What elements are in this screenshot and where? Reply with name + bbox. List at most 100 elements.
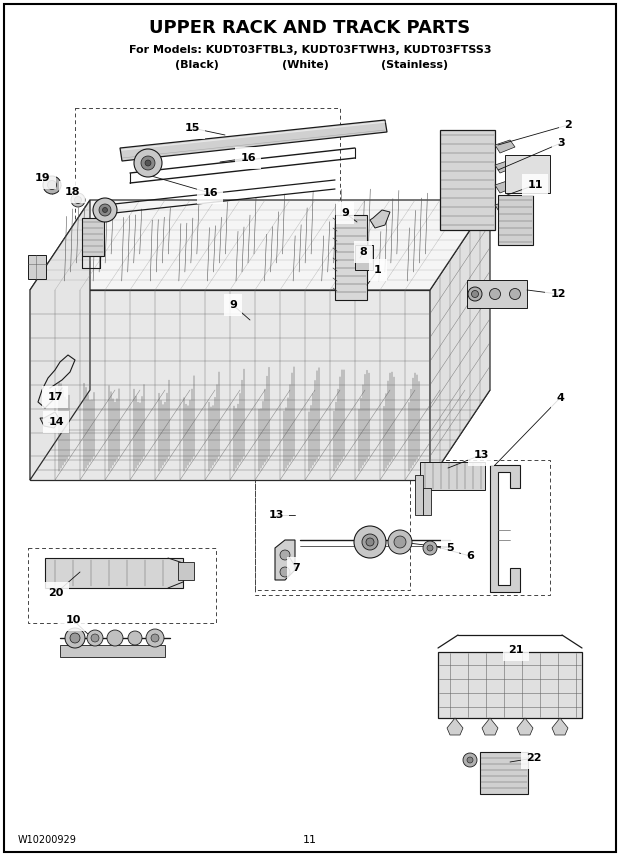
- Text: 18: 18: [64, 187, 80, 197]
- Circle shape: [43, 176, 61, 194]
- Polygon shape: [495, 180, 515, 193]
- Circle shape: [394, 536, 406, 548]
- Text: 5: 5: [446, 543, 454, 553]
- Polygon shape: [447, 718, 463, 735]
- Circle shape: [146, 629, 164, 647]
- Text: 15: 15: [184, 123, 200, 133]
- Text: 12: 12: [551, 289, 565, 299]
- Circle shape: [74, 197, 81, 204]
- Text: 16: 16: [240, 153, 256, 163]
- Bar: [420, 462, 485, 490]
- Text: (Black): (Black): [175, 60, 219, 70]
- Bar: [60, 645, 165, 657]
- Polygon shape: [40, 412, 60, 428]
- Bar: [255, 460, 550, 595]
- Polygon shape: [482, 718, 498, 735]
- Text: 17: 17: [47, 392, 63, 402]
- Circle shape: [102, 207, 107, 212]
- Circle shape: [141, 156, 155, 170]
- Bar: [440, 130, 495, 230]
- Text: 9: 9: [229, 300, 237, 310]
- Text: 9: 9: [341, 208, 349, 218]
- Circle shape: [99, 204, 111, 216]
- Circle shape: [423, 541, 437, 555]
- Text: (White): (White): [281, 60, 329, 70]
- Polygon shape: [30, 200, 490, 290]
- Circle shape: [362, 534, 378, 550]
- Text: For Models: KUDT03FTBL3, KUDT03FTWH3, KUDT03FTSS3: For Models: KUDT03FTBL3, KUDT03FTWH3, KU…: [129, 45, 491, 55]
- Polygon shape: [552, 718, 568, 735]
- Bar: [498, 195, 533, 245]
- Text: 11: 11: [303, 835, 317, 845]
- Text: 13: 13: [268, 510, 284, 520]
- Polygon shape: [495, 140, 515, 153]
- Circle shape: [65, 628, 85, 648]
- Text: 21: 21: [508, 645, 524, 655]
- Circle shape: [134, 149, 162, 177]
- Circle shape: [366, 538, 374, 546]
- Bar: [505, 155, 550, 193]
- Bar: [335, 215, 367, 300]
- Text: 8: 8: [359, 247, 367, 257]
- Bar: [82, 218, 104, 256]
- Text: 13: 13: [473, 450, 489, 460]
- Circle shape: [467, 757, 473, 763]
- Bar: [467, 280, 527, 308]
- Text: UPPER RACK AND TRACK PARTS: UPPER RACK AND TRACK PARTS: [149, 19, 471, 37]
- Text: 10: 10: [65, 615, 81, 625]
- Circle shape: [107, 630, 123, 646]
- Bar: [28, 548, 216, 623]
- Circle shape: [71, 193, 85, 207]
- Circle shape: [427, 545, 433, 551]
- Text: 2: 2: [564, 120, 572, 130]
- Polygon shape: [275, 540, 295, 580]
- Polygon shape: [517, 718, 533, 735]
- Polygon shape: [430, 200, 490, 480]
- Circle shape: [93, 198, 117, 222]
- Bar: [255, 465, 410, 590]
- Text: 16: 16: [202, 188, 218, 198]
- Text: 20: 20: [48, 588, 64, 598]
- Circle shape: [354, 526, 386, 558]
- Circle shape: [463, 753, 477, 767]
- Polygon shape: [370, 210, 390, 228]
- Circle shape: [468, 287, 482, 301]
- Polygon shape: [30, 390, 490, 480]
- Circle shape: [471, 290, 479, 298]
- Circle shape: [48, 181, 56, 189]
- Circle shape: [151, 634, 159, 642]
- Polygon shape: [490, 465, 520, 592]
- Text: (Stainless): (Stainless): [381, 60, 448, 70]
- Circle shape: [145, 160, 151, 166]
- Text: 19: 19: [35, 173, 51, 183]
- Polygon shape: [495, 200, 515, 213]
- Text: 4: 4: [556, 393, 564, 403]
- Polygon shape: [438, 652, 582, 718]
- Circle shape: [128, 631, 142, 645]
- Circle shape: [280, 550, 290, 560]
- Bar: [178, 562, 194, 580]
- Polygon shape: [495, 160, 515, 173]
- Polygon shape: [30, 290, 430, 480]
- Polygon shape: [30, 200, 90, 480]
- Text: 14: 14: [48, 417, 64, 427]
- Circle shape: [388, 530, 412, 554]
- Text: 22: 22: [526, 753, 542, 763]
- Polygon shape: [120, 120, 387, 161]
- Bar: [45, 558, 183, 588]
- Bar: [480, 752, 528, 794]
- Bar: [355, 245, 373, 270]
- Circle shape: [510, 288, 521, 300]
- Circle shape: [280, 567, 290, 577]
- Bar: [423, 488, 431, 515]
- Circle shape: [70, 633, 80, 643]
- Circle shape: [91, 634, 99, 642]
- Bar: [415, 475, 423, 515]
- Circle shape: [490, 288, 500, 300]
- Bar: [75, 108, 340, 283]
- Text: W10200929: W10200929: [18, 835, 77, 845]
- Circle shape: [87, 630, 103, 646]
- Text: 6: 6: [466, 551, 474, 561]
- Text: 3: 3: [557, 138, 565, 148]
- Text: 7: 7: [292, 563, 300, 573]
